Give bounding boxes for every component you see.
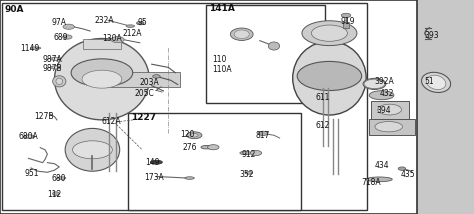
Ellipse shape (234, 30, 249, 39)
Text: 987B: 987B (43, 64, 62, 73)
Ellipse shape (230, 28, 253, 40)
Text: 173A: 173A (145, 173, 164, 182)
Ellipse shape (30, 47, 41, 49)
Text: 120: 120 (180, 130, 194, 139)
Circle shape (250, 150, 262, 156)
Bar (2, 3, 367, 210)
Text: 435: 435 (401, 170, 415, 179)
Ellipse shape (426, 75, 446, 90)
Ellipse shape (50, 66, 61, 69)
Ellipse shape (292, 41, 366, 115)
Bar (128, 113, 301, 210)
Ellipse shape (53, 76, 66, 87)
Bar (83, 39, 121, 49)
Text: 1149: 1149 (20, 44, 39, 53)
Text: 680: 680 (51, 174, 66, 183)
Ellipse shape (53, 192, 59, 196)
Text: 611: 611 (315, 93, 329, 102)
Ellipse shape (24, 135, 35, 138)
Text: 612A: 612A (102, 117, 121, 126)
Text: 1227: 1227 (131, 113, 156, 122)
Text: 232A: 232A (95, 16, 114, 25)
Circle shape (341, 13, 351, 18)
Text: 95: 95 (137, 18, 147, 27)
Circle shape (191, 134, 198, 137)
Text: 432: 432 (379, 89, 394, 98)
Ellipse shape (65, 128, 119, 171)
Circle shape (52, 57, 59, 60)
Circle shape (302, 21, 357, 46)
Text: 680A: 680A (19, 132, 39, 141)
Ellipse shape (421, 72, 451, 92)
Text: 434: 434 (374, 161, 389, 170)
Ellipse shape (56, 78, 63, 85)
Circle shape (137, 21, 144, 25)
Circle shape (73, 141, 112, 159)
Ellipse shape (245, 172, 253, 174)
Circle shape (153, 75, 160, 78)
Circle shape (26, 135, 33, 138)
Bar (102, 72, 180, 87)
Text: 718A: 718A (361, 178, 381, 187)
Text: 90A: 90A (5, 5, 24, 14)
Ellipse shape (151, 160, 162, 164)
Bar (206, 5, 325, 103)
Ellipse shape (268, 42, 280, 50)
Bar (369, 119, 415, 135)
Ellipse shape (57, 177, 66, 179)
Text: 951: 951 (25, 169, 39, 178)
Circle shape (378, 104, 401, 115)
Text: 352: 352 (239, 170, 254, 179)
Ellipse shape (366, 177, 392, 182)
Text: 987A: 987A (43, 55, 63, 64)
Circle shape (82, 70, 122, 88)
Text: 612: 612 (315, 121, 329, 130)
Text: 110A: 110A (212, 65, 231, 74)
Circle shape (71, 59, 133, 87)
Text: 149: 149 (146, 158, 160, 167)
Circle shape (187, 132, 202, 139)
Text: 110: 110 (212, 55, 226, 64)
Text: 817: 817 (256, 131, 270, 140)
Circle shape (364, 79, 385, 89)
Text: 203A: 203A (140, 78, 160, 87)
Text: 276: 276 (182, 143, 197, 152)
Text: 51: 51 (424, 77, 434, 86)
Circle shape (63, 35, 72, 39)
Circle shape (52, 66, 59, 69)
Circle shape (258, 131, 268, 135)
Text: 205C: 205C (135, 89, 155, 98)
Text: 919: 919 (340, 17, 355, 26)
Ellipse shape (126, 25, 135, 27)
Text: 393: 393 (424, 31, 439, 40)
Text: 127B: 127B (34, 112, 54, 121)
Ellipse shape (185, 177, 194, 179)
Bar (343, 22, 349, 28)
Text: 392A: 392A (374, 77, 394, 86)
Text: 97A: 97A (51, 18, 66, 27)
Text: 112: 112 (47, 190, 62, 199)
Circle shape (111, 37, 124, 43)
Text: 912: 912 (242, 150, 256, 159)
Circle shape (63, 24, 74, 29)
Ellipse shape (55, 39, 149, 120)
Bar (371, 101, 409, 119)
Ellipse shape (50, 57, 61, 60)
Text: 394: 394 (377, 106, 392, 115)
Bar (0, 0, 417, 214)
Circle shape (311, 25, 347, 41)
Text: 141A: 141A (209, 4, 235, 13)
Ellipse shape (363, 78, 386, 89)
Circle shape (208, 145, 219, 150)
Circle shape (297, 61, 362, 91)
Text: 212A: 212A (122, 29, 142, 38)
Text: 130A: 130A (102, 34, 122, 43)
Ellipse shape (201, 146, 211, 149)
Circle shape (398, 167, 406, 170)
Ellipse shape (369, 91, 394, 100)
Text: 689: 689 (53, 33, 68, 42)
Ellipse shape (375, 122, 402, 132)
Ellipse shape (240, 151, 251, 155)
